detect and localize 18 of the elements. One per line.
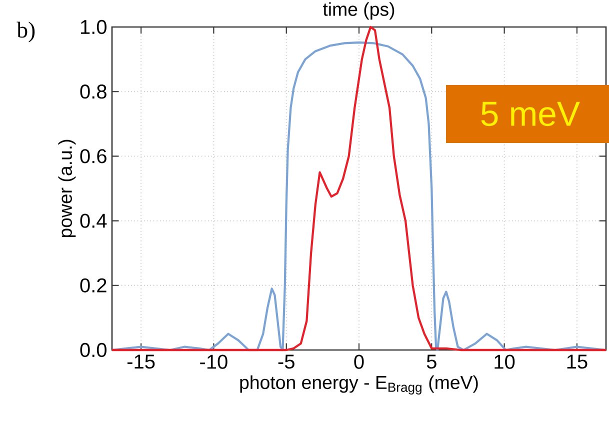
- text: b): [16, 22, 35, 42]
- y-tick-label: 0.0: [80, 342, 106, 358]
- x-tick-label: -15: [127, 354, 155, 369]
- y-tick-label: 1.0: [81, 20, 106, 34]
- x-tick-label: -5: [278, 354, 294, 369]
- x-tick-label: -10: [200, 354, 228, 369]
- x-tick-label: 10: [494, 354, 515, 369]
- x-tick-label: 15: [567, 354, 588, 369]
- y-tick-label: 0.6: [80, 149, 106, 164]
- y-tick-label: 0.2: [80, 278, 106, 292]
- y-axis-title: power (a.u.): [58, 140, 76, 238]
- y-tick-label: 0.8: [80, 84, 106, 99]
- x-axis-title: photon energy - E$_{Bragg}$ (meV): [240, 375, 478, 394]
- annotation: 5 meV: [481, 102, 580, 126]
- x-tick-label: 5: [426, 354, 436, 369]
- y-tick-label: 0.4: [80, 214, 107, 228]
- chart-title: time (ps): [322, 2, 394, 20]
- x-tick-label: 0: [354, 354, 364, 369]
